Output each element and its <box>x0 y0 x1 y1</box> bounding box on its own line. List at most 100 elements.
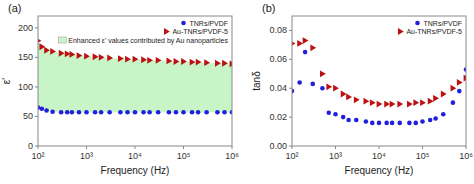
y-axis-label: ε’ <box>1 78 12 85</box>
x-tick <box>183 146 184 149</box>
marker-circle <box>441 112 446 117</box>
marker-circle <box>65 110 70 115</box>
marker-circle <box>451 100 456 105</box>
marker-triangle <box>292 40 295 47</box>
marker-triangle <box>457 79 463 86</box>
marker-triangle <box>38 37 41 44</box>
marker-circle <box>84 110 89 115</box>
legend: TNRs/PVDFAu-TNRs/PVDF-5 <box>398 20 462 36</box>
legend-marker <box>164 28 170 35</box>
marker-circle <box>413 121 418 126</box>
plot-area <box>38 37 232 114</box>
marker-triangle <box>174 58 180 65</box>
marker-triangle <box>326 83 332 90</box>
marker-circle <box>377 121 382 126</box>
marker-triangle <box>370 99 376 106</box>
marker-triangle <box>354 96 360 103</box>
marker-circle <box>190 110 195 115</box>
marker-circle <box>303 50 308 55</box>
marker-circle <box>99 110 104 115</box>
x-tick-label: 10⁵ <box>177 151 191 161</box>
marker-triangle <box>77 52 83 59</box>
marker-circle <box>384 121 389 126</box>
marker-circle <box>310 82 315 87</box>
marker-circle <box>354 118 359 123</box>
marker-triangle <box>333 85 339 92</box>
marker-triangle <box>93 53 99 60</box>
x-tick-label: 10³ <box>329 151 342 161</box>
marker-triangle <box>190 59 196 66</box>
x-tick-label: 10⁶ <box>225 151 239 161</box>
x-tick <box>135 146 136 149</box>
marker-circle <box>156 110 161 115</box>
marker-circle <box>70 110 75 115</box>
marker-triangle <box>377 101 383 108</box>
marker-circle <box>196 110 201 115</box>
marker-triangle <box>133 56 139 63</box>
x-tick-label: 10⁴ <box>128 151 142 161</box>
y-tick-label: 0.02 <box>269 112 287 122</box>
marker-triangle <box>413 99 419 106</box>
panel: 10²10³10⁴10⁵10⁶0.000.020.040.060.08Frequ… <box>251 2 473 176</box>
x-tick-label: 10² <box>31 151 44 161</box>
series-points <box>38 37 232 67</box>
y-tick <box>289 88 292 89</box>
marker-circle <box>457 89 462 94</box>
marker-triangle <box>156 57 162 64</box>
panel-title: (b) <box>262 2 275 14</box>
marker-triangle <box>451 85 457 92</box>
x-tick <box>422 146 423 149</box>
marker-circle <box>215 110 220 115</box>
marker-triangle <box>441 91 447 98</box>
marker-circle <box>141 110 146 115</box>
y-tick-label: 0.04 <box>269 83 287 93</box>
x-tick <box>86 146 87 149</box>
marker-triangle <box>204 59 210 66</box>
marker-triangle <box>70 51 76 58</box>
marker-triangle <box>147 57 153 64</box>
marker-circle <box>77 110 82 115</box>
marker-circle <box>181 110 186 115</box>
marker-triangle <box>341 91 347 98</box>
legend-marker <box>415 21 420 26</box>
marker-circle <box>44 108 49 113</box>
panel: 10²10³10⁴10⁵10⁶050100150200Frequency (Hz… <box>1 2 239 176</box>
marker-circle <box>320 86 325 91</box>
y-tick-label: 0 <box>28 141 33 151</box>
marker-triangle <box>346 93 352 100</box>
y-tick <box>35 27 38 28</box>
marker-triangle <box>181 58 187 65</box>
marker-circle <box>397 121 402 126</box>
y-tick <box>35 116 38 117</box>
marker-circle <box>428 118 433 123</box>
series-points <box>292 50 466 125</box>
marker-circle <box>222 110 227 115</box>
marker-triangle <box>303 37 309 44</box>
marker-triangle <box>141 56 147 63</box>
x-tick <box>232 146 233 149</box>
marker-circle <box>333 112 338 117</box>
marker-triangle <box>50 48 56 55</box>
marker-circle <box>118 110 123 115</box>
y-tick <box>35 86 38 87</box>
x-axis-label: Frequency (Hz) <box>101 165 170 176</box>
marker-circle <box>346 118 351 123</box>
chart-root: 10²10³10⁴10⁵10⁶050100150200Frequency (Hz… <box>0 0 474 184</box>
marker-circle <box>407 121 412 126</box>
series-points <box>292 37 466 107</box>
marker-triangle <box>364 98 370 105</box>
y-tick-label: 200 <box>18 23 33 33</box>
y-tick <box>35 57 38 58</box>
legend-label: TNRs/PVDF <box>190 20 229 27</box>
marker-triangle <box>407 101 413 108</box>
legend-label: TNRs/PVDF <box>424 20 463 27</box>
marker-circle <box>204 110 209 115</box>
plot-area <box>292 37 466 125</box>
y-tick-label: 0.06 <box>269 54 287 64</box>
marker-circle <box>174 110 179 115</box>
y-tick-label: 100 <box>18 82 33 92</box>
marker-circle <box>297 80 302 85</box>
marker-triangle <box>420 99 426 106</box>
marker-triangle <box>125 56 131 63</box>
marker-triangle <box>99 54 105 61</box>
